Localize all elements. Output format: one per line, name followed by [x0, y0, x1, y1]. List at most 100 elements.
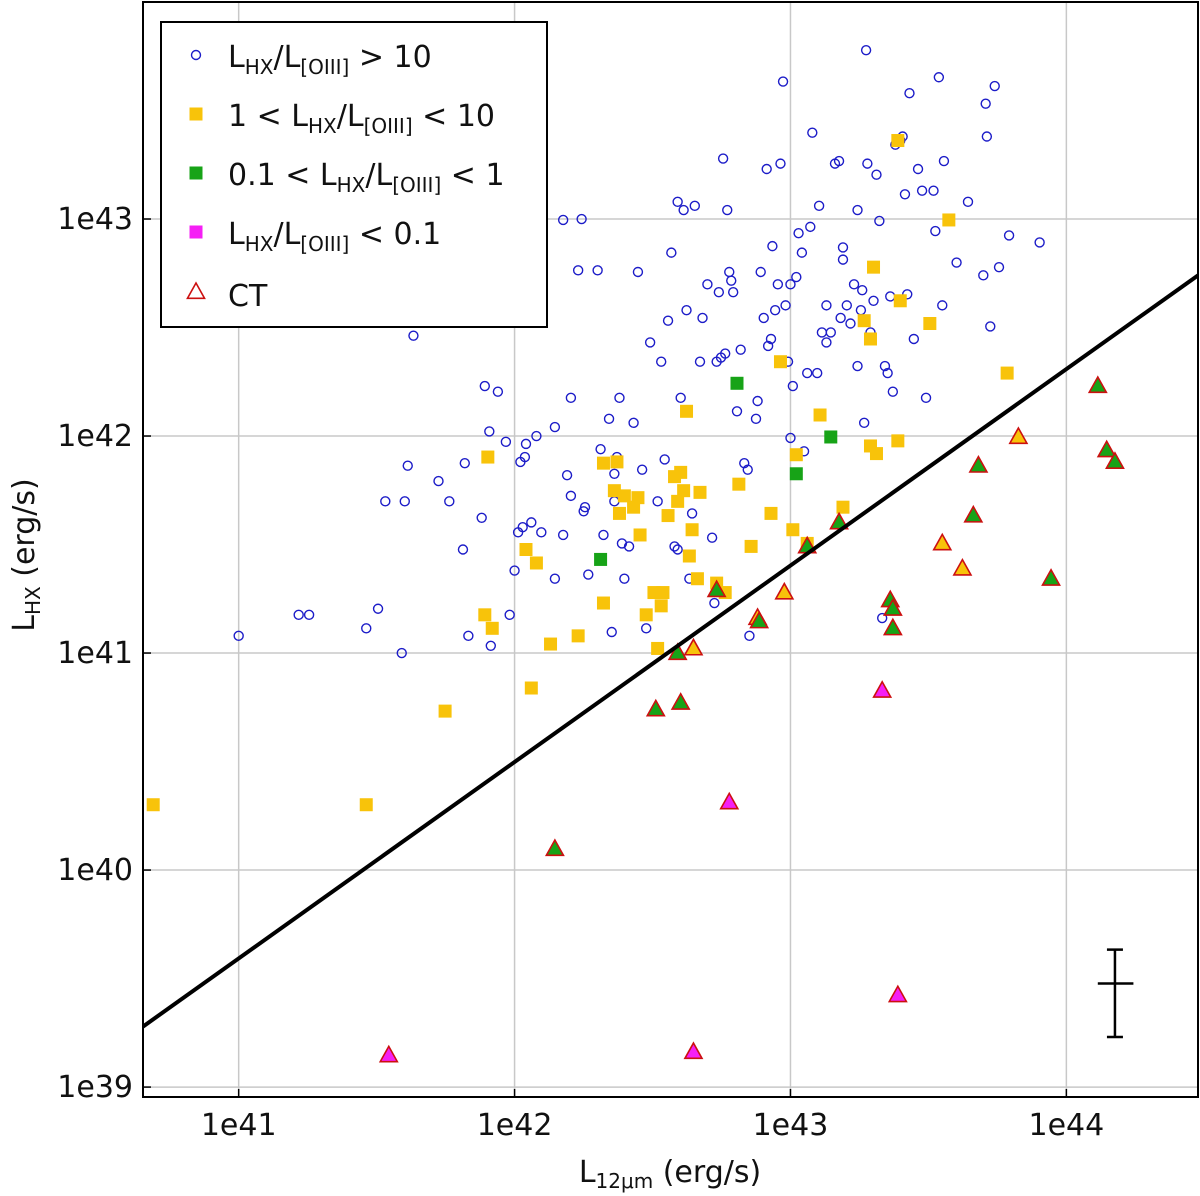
data-point-circle: [855, 305, 867, 316]
data-point-circle: [882, 367, 893, 379]
data-point-circle: [372, 603, 384, 614]
legend-label-part: [OIII]: [364, 114, 413, 138]
data-point-square: [677, 484, 691, 498]
legend-label-part: [OIII]: [392, 173, 441, 197]
data-point-circle: [1034, 237, 1045, 248]
data-point-square: [867, 260, 881, 274]
data-point-circle: [526, 517, 537, 528]
data-point-circle: [912, 163, 924, 175]
data-point-circle: [549, 421, 561, 433]
data-point-circle: [885, 291, 896, 302]
data-point-circle: [857, 284, 868, 296]
data-point-circle: [993, 261, 1005, 273]
data-point-circle: [641, 623, 652, 634]
legend-label-part: [OIII]: [300, 55, 349, 79]
data-point-circle: [579, 501, 591, 513]
data-point-circle: [408, 330, 419, 341]
data-point-circle: [812, 367, 823, 379]
data-point-circle: [675, 392, 686, 404]
data-point-circle: [609, 496, 620, 507]
legend-box: [160, 21, 548, 328]
data-point-ct-triangle: [968, 455, 989, 473]
data-point-circle: [444, 496, 455, 507]
legend-label-part: 0.1 < L: [228, 158, 337, 193]
legend-label-part: HX: [308, 114, 337, 138]
data-point-circle: [762, 340, 774, 352]
legend-label-part: [OIII]: [300, 232, 349, 256]
legend: LHX/L[OIII] > 101 < LHX/L[OIII] < 100.1 …: [160, 21, 548, 328]
legend-marker-square: [189, 107, 203, 121]
data-point-circle: [681, 305, 692, 316]
data-point-circle: [785, 432, 796, 444]
axis-ticks: 1e41 1e42 1e43 1e44 1e39 1e40 1e41 1e42 1e43: [57, 202, 1104, 1143]
legend-label-part: HX: [337, 173, 366, 197]
data-point-square: [359, 798, 373, 812]
data-point-circle: [791, 271, 802, 283]
data-point-circle: [697, 312, 708, 324]
data-point-circle: [598, 529, 609, 541]
data-point-ct-triangle: [683, 1041, 704, 1060]
data-point-ct-triangle: [882, 598, 903, 616]
data-point-circle: [459, 457, 470, 469]
data-point-square: [942, 213, 956, 227]
data-point-square: [690, 572, 704, 586]
data-point-circle: [793, 228, 804, 239]
data-point-square: [857, 314, 871, 328]
data-point-ct-triangle: [670, 692, 691, 710]
data-point-circle: [816, 327, 828, 338]
data-point-circle: [520, 438, 532, 450]
legend-label-part: > 10: [349, 40, 431, 75]
data-point-ct-triangle: [667, 642, 688, 661]
data-point-square: [596, 596, 610, 610]
data-point-circle: [576, 213, 587, 225]
data-point-circle: [938, 155, 950, 167]
data-point-circle: [652, 496, 663, 507]
data-point-circle: [767, 240, 778, 252]
data-point-circle: [557, 529, 569, 541]
data-point-circle: [457, 544, 469, 555]
data-point-circle: [557, 214, 569, 226]
data-point-ct-triangle: [882, 617, 903, 636]
data-point-ct-triangle: [749, 610, 770, 629]
data-point-circle: [616, 538, 628, 549]
data-point-square: [656, 586, 670, 600]
data-point-circle: [887, 386, 899, 397]
data-point-circle: [775, 158, 786, 169]
data-point-circle: [531, 430, 542, 442]
data-point-circle: [484, 426, 495, 437]
data-point-circle: [672, 196, 683, 208]
data-point-circle: [659, 454, 670, 465]
data-point-square: [813, 408, 827, 422]
data-point-square: [594, 552, 608, 566]
data-point-ct-triangle: [1041, 568, 1061, 586]
data-point-ct-triangle: [645, 698, 666, 717]
data-point-ct-triangle: [887, 984, 908, 1003]
data-point-circle: [536, 527, 547, 538]
data-point-square: [617, 489, 631, 503]
legend-label-part: L: [228, 40, 245, 75]
data-point-circle: [726, 275, 737, 286]
legend-marker-triangle: [186, 281, 206, 300]
data-point-circle: [796, 247, 808, 258]
legend-label-part: HX: [245, 232, 274, 256]
data-point-circle: [742, 464, 753, 475]
data-point-circle: [833, 155, 845, 167]
y-tick-label: 1e41: [57, 636, 133, 671]
data-point-circle: [813, 200, 825, 212]
data-point-circle: [777, 76, 789, 87]
data-point-circle: [565, 392, 577, 404]
data-point-circle: [744, 630, 755, 642]
data-point-circle: [485, 640, 496, 651]
data-point-square: [571, 629, 585, 643]
data-point-square: [485, 621, 499, 635]
data-point-circle: [902, 289, 913, 300]
data-point-circle: [761, 163, 772, 175]
data-point-circle: [916, 185, 928, 196]
data-point-square: [869, 447, 883, 461]
data-point-square: [764, 506, 778, 520]
data-point-circle: [509, 565, 520, 576]
data-point-ct-triangle: [774, 581, 795, 600]
legend-label-part: /L: [337, 99, 364, 134]
legend-label-part: /L: [365, 158, 392, 193]
data-point-circle: [303, 609, 315, 621]
